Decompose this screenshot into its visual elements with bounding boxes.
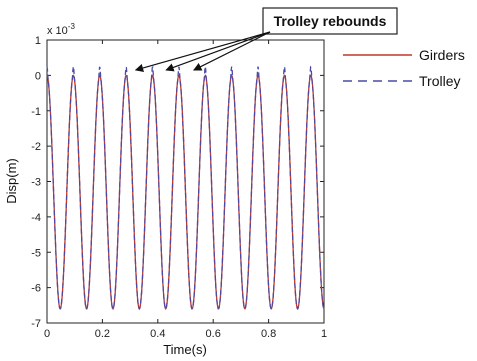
callout-arrow [134, 31, 271, 73]
y-tick-label: -2 [31, 141, 41, 153]
axis-ticks: 0 0.2 0.4 0.6 0.8 1 1 0 -1 -2 -3 -4 -5 -6 -7 [31, 35, 327, 340]
x-tick-label: 1 [321, 328, 327, 340]
legend: Girders Trolley [343, 47, 465, 89]
x-tick-label: 0.4 [150, 328, 165, 340]
callout-arrows [134, 31, 271, 73]
x-tick-label: 0.2 [95, 328, 110, 340]
y-tick-label: 0 [35, 70, 41, 82]
callout-box [262, 7, 398, 35]
y-tick-label: 1 [35, 35, 41, 47]
x-tick-label: 0 [44, 328, 50, 340]
y-tick-label: -7 [31, 318, 41, 330]
legend-trolley-label: Trolley [419, 73, 461, 89]
series-layer [46, 65, 325, 311]
x-tick-label: 0.6 [206, 328, 221, 340]
x-tick-label: 0.8 [261, 328, 276, 340]
y-tick-label: -6 [31, 283, 41, 295]
legend-girders-label: Girders [419, 47, 465, 63]
y-tick-label: -3 [31, 177, 41, 189]
y-tick-label: -1 [31, 106, 41, 118]
y-scale-factor: x 10-3 [47, 22, 75, 37]
y-tick-label: -4 [31, 212, 41, 224]
callout-text: Trolley rebounds [274, 13, 387, 29]
callout-arrow [193, 31, 271, 71]
y-axis-title: Disp(m) [4, 158, 19, 204]
x-axis-title: Time(s) [163, 342, 207, 357]
callout-arrow [165, 31, 271, 72]
y-tick-label: -5 [31, 247, 41, 259]
series-trolley-line [46, 65, 325, 311]
